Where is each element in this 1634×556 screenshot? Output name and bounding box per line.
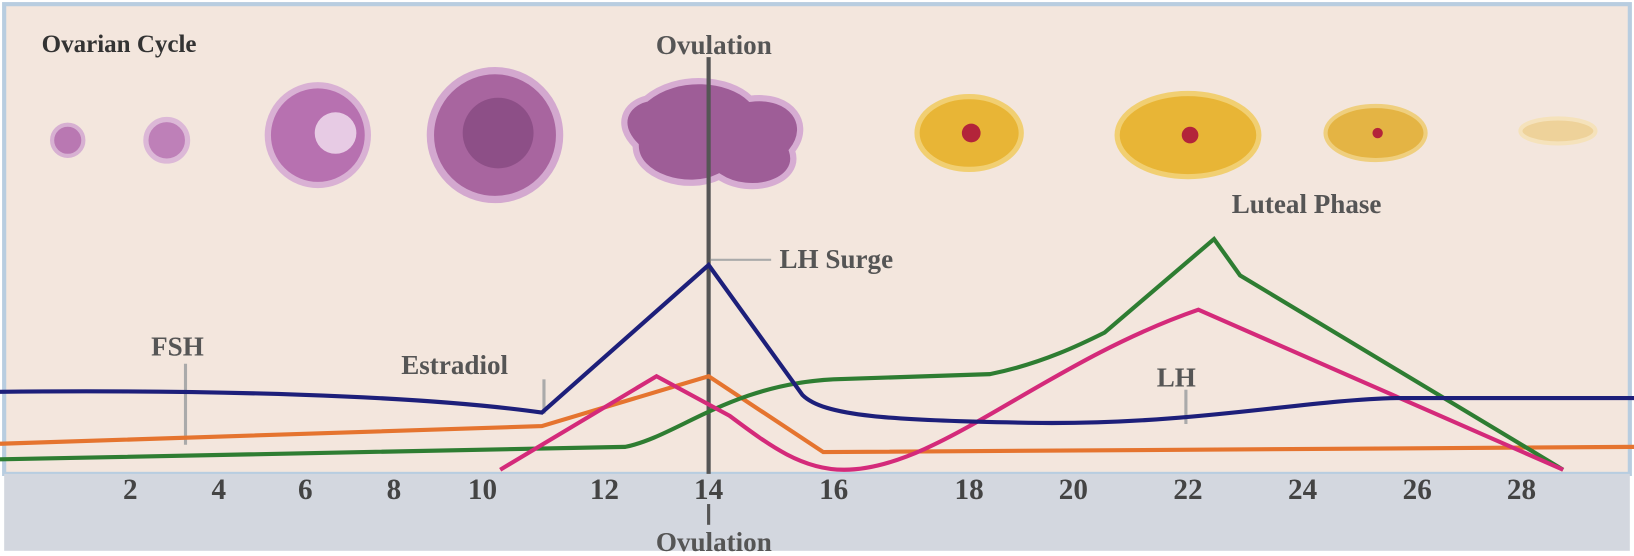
day-label: 28 [1507, 474, 1536, 506]
day-label: 24 [1288, 474, 1318, 506]
title: Ovarian Cycle [42, 31, 197, 58]
diagram: Ovarian Cycle Ovulation LH Surge Luteal … [0, 0, 1634, 556]
day-label: 18 [955, 474, 984, 506]
ovulation-bottom-label: Ovulation [656, 527, 772, 556]
day-label: 6 [298, 474, 313, 506]
day-label: 26 [1403, 474, 1432, 506]
day-label: 20 [1059, 474, 1088, 506]
day-label: 16 [819, 474, 848, 506]
ovulation-label: Ovulation [656, 30, 772, 60]
day-label: 8 [387, 474, 402, 506]
day-label: 22 [1173, 474, 1202, 506]
day-label: 2 [123, 474, 138, 506]
lh-surge-label: LH Surge [779, 244, 893, 274]
lh-label: LH [1157, 363, 1196, 393]
day-label: 4 [212, 474, 227, 506]
day-label: 10 [468, 474, 497, 506]
fsh-label: FSH [151, 331, 204, 361]
estradiol-label: Estradiol [401, 350, 508, 380]
page: Ovarian Cycle Ovulation LH Surge Luteal … [0, 0, 1634, 556]
day-label: 12 [590, 474, 619, 506]
axis-strip [4, 474, 1630, 551]
luteal-phase-label: Luteal Phase [1232, 189, 1382, 219]
day-label: 14 [694, 474, 724, 506]
